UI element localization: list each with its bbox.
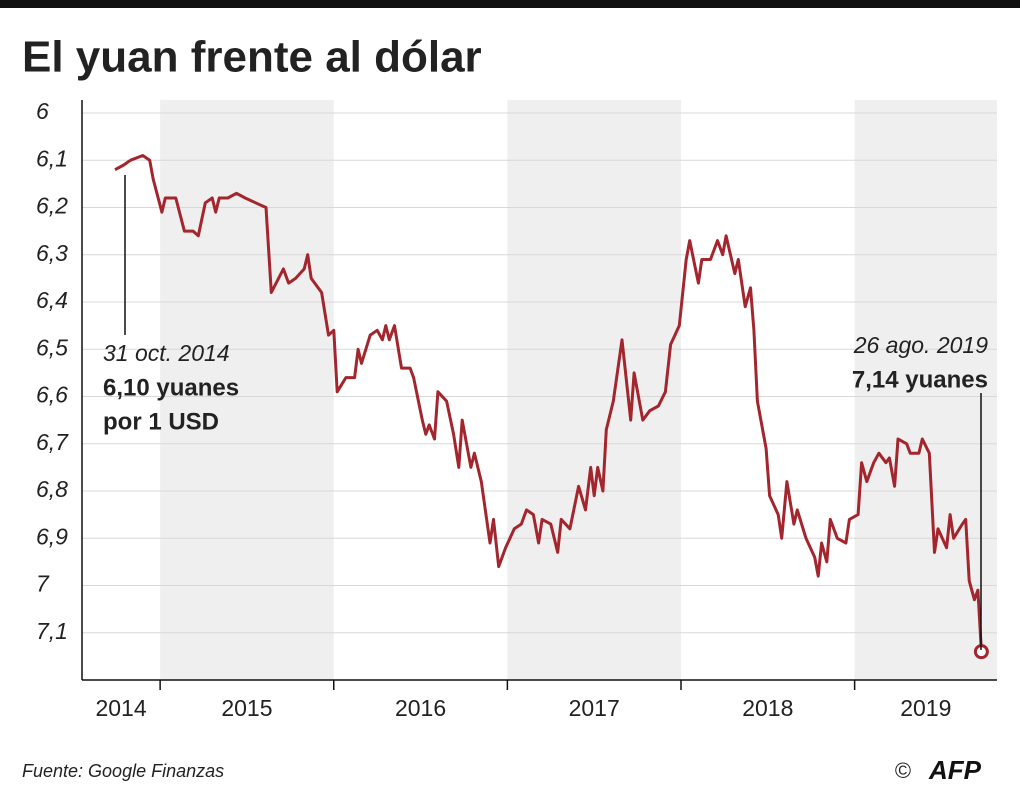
top-bar [0,0,1020,8]
y-tick-label: 6,8 [36,476,68,502]
x-tick-label: 2014 [95,695,146,721]
y-tick-label: 6,5 [36,334,68,360]
annotation-text: por 1 USD [103,408,219,435]
y-tick-label: 6,4 [36,287,68,313]
year-band [507,100,682,680]
logo: AFP [928,755,982,785]
y-tick-label: 6,1 [36,145,68,171]
chart-title: El yuan frente al dólar [22,33,482,82]
annotation-text: 6,10 yuanes [103,374,239,401]
annotation-date: 31 oct. 2014 [103,340,230,366]
bands [160,100,997,680]
x-tick-label: 2018 [742,695,793,721]
credit: © [895,758,911,783]
y-tick-label: 6,2 [36,193,68,219]
annotation-date: 26 ago. 2019 [853,332,989,358]
y-tick-label: 6 [36,98,49,124]
y-tick-label: 6,7 [36,429,69,455]
y-tick-label: 6,9 [36,523,68,549]
x-tick-label: 2015 [221,695,272,721]
x-tick-label: 2016 [395,695,446,721]
grid: 2014 2015 2016 2017 2018 2019 6 6,1 6,2 6,3 6,4 6,5… [36,98,997,721]
annotation-text: 7,14 yuanes [852,366,988,393]
source: Fuente: Google Finanzas [22,761,224,781]
x-tick-label: 2019 [900,695,951,721]
year-band [160,100,334,680]
year-band [854,100,997,680]
y-tick-label: 6,6 [36,382,68,408]
series-line [114,154,983,652]
y-tick-label: 7 [36,571,50,597]
y-tick-label: 7,1 [36,618,68,644]
x-tick-label: 2017 [569,695,620,721]
y-tick-label: 6,3 [36,240,68,266]
